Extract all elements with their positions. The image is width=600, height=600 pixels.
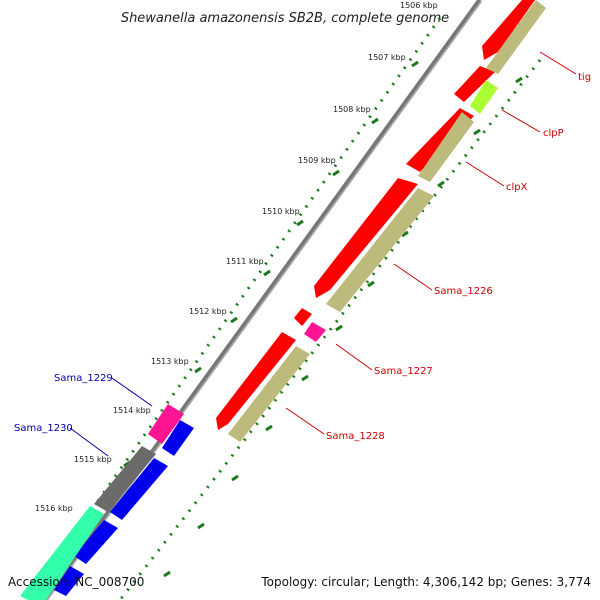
gene-mint bbox=[20, 506, 104, 600]
gene-track bbox=[228, 0, 546, 442]
gene-label-sama1226: Sama_1226 bbox=[434, 286, 493, 297]
gene-sama1229 bbox=[148, 404, 184, 444]
cds-sama1228 bbox=[216, 332, 296, 430]
outer-dotted-guide bbox=[93, 17, 442, 506]
map-title: Shewanella amazonensis SB2B, complete ge… bbox=[121, 11, 449, 26]
gene-label-sama1230: Sama_1230 bbox=[14, 423, 73, 434]
tick-label: 1508 kbp bbox=[333, 105, 371, 114]
gene-sama1227 bbox=[304, 322, 326, 342]
gene-label-clpX: clpX bbox=[506, 182, 528, 193]
tick-dash bbox=[515, 76, 523, 84]
gene-label-sama1228: Sama_1228 bbox=[326, 431, 385, 442]
tick-label: 1516 kbp bbox=[35, 504, 73, 513]
leader-sama1227 bbox=[335, 343, 373, 371]
gene-sama1228 bbox=[228, 346, 310, 442]
tick-dashes bbox=[87, 60, 523, 578]
gene-blue-2 bbox=[110, 458, 168, 520]
genome-backbone-highlight bbox=[46, 0, 483, 600]
tick-dash bbox=[411, 60, 419, 68]
gene-blue-3 bbox=[74, 520, 118, 564]
gene-label-sama1227: Sama_1227 bbox=[374, 366, 433, 377]
gene-tig bbox=[486, 0, 546, 74]
gene-blue-4 bbox=[54, 566, 84, 596]
tick-dash bbox=[437, 180, 445, 188]
tick-dash bbox=[367, 280, 375, 288]
tick-dash bbox=[371, 117, 379, 125]
cds-sama1227a bbox=[294, 308, 312, 326]
tick-dash bbox=[296, 219, 304, 227]
tick-label: 1513 kbp bbox=[151, 357, 189, 366]
label-leaders bbox=[69, 51, 577, 457]
tick-label: 1511 kbp bbox=[226, 257, 264, 266]
topology-text: Topology: circular; Length: 4,306,142 bp… bbox=[260, 575, 591, 589]
leader-clpP bbox=[501, 109, 541, 133]
tick-label: 1510 kbp bbox=[262, 207, 300, 216]
gene-label-sama1229: Sama_1229 bbox=[54, 373, 113, 384]
gene-label-tig: tig bbox=[578, 72, 591, 83]
gene-blue-1 bbox=[162, 420, 194, 456]
leader-sama1226 bbox=[393, 263, 433, 291]
leader-sama1228 bbox=[285, 407, 325, 435]
tick-label: 1509 kbp bbox=[298, 156, 336, 165]
inner-dotted-guide bbox=[118, 59, 542, 600]
tick-dash bbox=[197, 522, 205, 530]
cds-clpP-region bbox=[454, 66, 495, 102]
tick-label: 1512 kbp bbox=[189, 307, 227, 316]
blue-gene-track bbox=[54, 420, 194, 596]
tick-dash bbox=[163, 570, 171, 578]
tick-dash bbox=[473, 128, 481, 136]
genome-backbone bbox=[42, 0, 483, 600]
gene-clpP bbox=[470, 80, 498, 114]
leader-sama1229 bbox=[111, 377, 153, 407]
tick-label: 1514 kbp bbox=[113, 406, 151, 415]
cds-sama1226 bbox=[314, 178, 418, 298]
tick-dash bbox=[401, 230, 409, 238]
gene-sama1230 bbox=[94, 446, 156, 512]
tick-dash bbox=[231, 474, 239, 482]
accession-text: Accession: NC_008700 bbox=[8, 575, 144, 589]
tick-dash bbox=[194, 366, 202, 374]
cds-tig bbox=[482, 0, 535, 60]
tick-dash bbox=[265, 424, 273, 432]
leader-clpX bbox=[465, 161, 505, 187]
tick-label: 1506 kbp bbox=[400, 1, 438, 10]
tick-dash bbox=[230, 316, 238, 324]
tick-label: 1507 kbp bbox=[368, 53, 406, 62]
tick-dash bbox=[301, 374, 309, 382]
leader-sama1230 bbox=[69, 427, 109, 457]
leader-tig bbox=[539, 51, 577, 75]
tick-dash bbox=[263, 269, 271, 277]
gene-label-clpP: clpP bbox=[543, 128, 564, 139]
gene-clpX bbox=[418, 112, 474, 182]
tick-dash bbox=[335, 324, 343, 332]
tick-dash bbox=[332, 169, 340, 177]
tick-label: 1515 kbp bbox=[74, 455, 112, 464]
gene-sama1226 bbox=[326, 188, 434, 312]
